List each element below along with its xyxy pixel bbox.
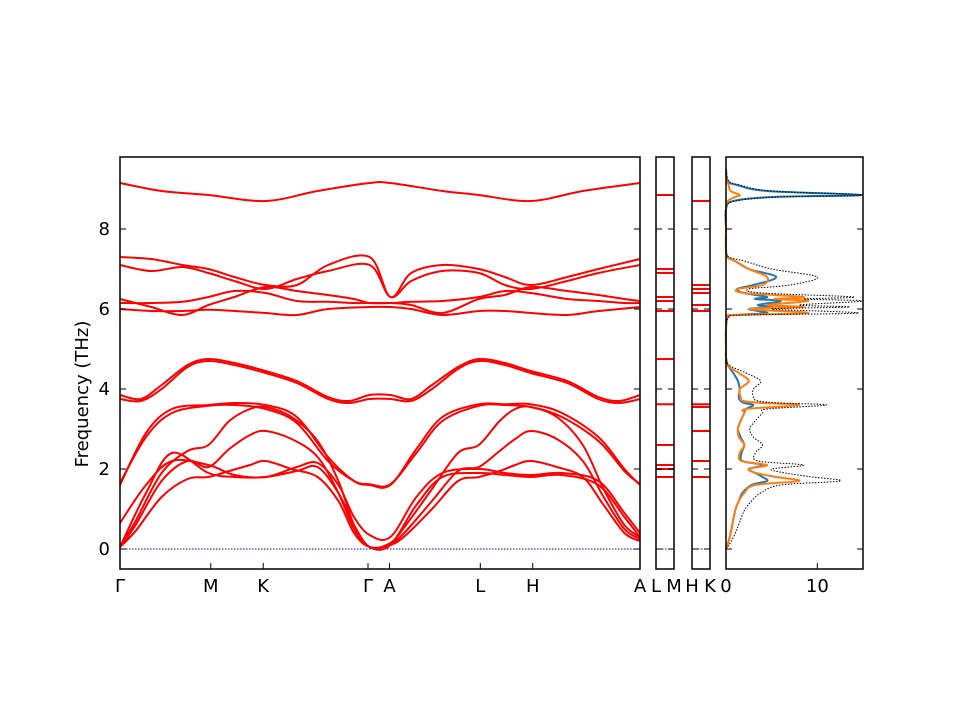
y-tick-labels: 0 2 4 6 8 [99,219,110,560]
lm-xtick-label-0: L [651,576,661,597]
main-xtick-label-5: L [475,576,485,597]
y-tick-label-4: 8 [99,219,110,240]
band-line-6 [119,357,641,403]
band-line-2 [119,262,641,299]
main-xtick-label-4: A [383,576,396,597]
band-line-7 [119,359,641,405]
dos-xtick-labels: 0 10 [720,576,829,597]
band-line-1 [119,254,641,299]
lm-axis-ticks [656,228,674,550]
main-xtick-label-7: A [634,576,647,597]
band-line-9 [119,403,641,488]
main-xtick-label-6: H [526,576,540,597]
band-line-13 [119,458,641,542]
hk-xtick-label-1: K [704,576,717,597]
y-tick-label-3: 6 [99,299,110,320]
y-tick-label-0: 0 [99,539,110,560]
main-xtick-label-0: Γ [115,576,125,597]
dos-xtick-label-1: 10 [806,576,829,597]
dos-partial-1 [724,168,810,550]
band-line-14 [119,451,641,551]
dos-curves [724,168,864,550]
main-xtick-label-3: Γ [363,576,373,597]
hk-panel-frame [691,156,711,570]
lm-band-levels [656,194,674,550]
main-xtick-label-1: M [203,576,219,597]
hk-band-levels [692,200,710,550]
dos-xtick-label-0: 0 [720,576,731,597]
dos-axis-ticks [725,228,863,569]
y-axis-label: Frequency (THz) [72,321,93,468]
y-tick-label-1: 2 [99,459,110,480]
band-line-4 [119,289,641,305]
band-line-12 [119,459,641,549]
hk-axis-ticks [692,228,710,550]
dos-panel-frame [725,156,864,570]
band-structure-lines [119,181,641,551]
lm-xtick-label-1: M [666,576,682,597]
lm-panel-frame [655,156,675,570]
main-panel-frame [119,156,641,570]
y-tick-label-2: 4 [99,379,110,400]
main-xtick-label-2: K [257,576,270,597]
dos-panel: 0 10 [720,156,864,597]
band-line-5 [119,305,641,317]
hk-xtick-label-0: H [685,576,699,597]
band-line-0 [119,181,641,203]
